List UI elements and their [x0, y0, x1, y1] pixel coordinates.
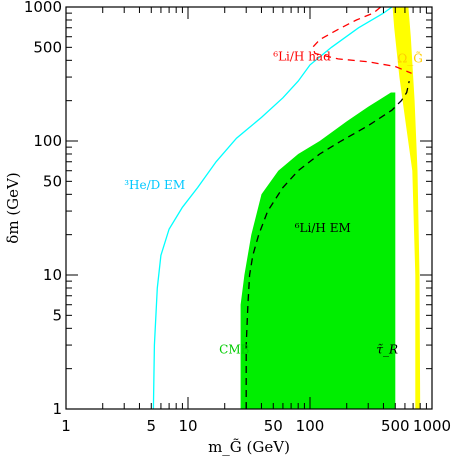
y-tick-label: 1	[52, 400, 62, 418]
plot-frame	[65, 6, 433, 410]
annotation-he-d: ³He/D EM	[124, 178, 185, 192]
y-tick-label: 50	[43, 172, 62, 190]
y-tick-label: 500	[33, 38, 62, 56]
y-tick-label: 100	[33, 132, 62, 150]
y-tick-label: 10	[43, 266, 62, 284]
x-tick-label: 1	[61, 417, 71, 435]
annotation-tau: τ̃_R	[376, 342, 398, 356]
x-tick-label: 500	[381, 417, 410, 435]
annotations-layer: ⁶Li/H had ³He/D EM ⁶Li/H EM CMB Ω_G̃ τ̃_R	[124, 49, 423, 356]
x-tick-label: 5	[147, 417, 157, 435]
x-axis-label: m_G̃ (GeV)	[208, 438, 290, 456]
curve-li-h-em	[245, 80, 410, 409]
curves-layer	[152, 6, 412, 410]
y-tick-label: 1000	[24, 0, 62, 16]
x-tick-label: 50	[264, 417, 283, 435]
x-tick-label: 1000	[413, 417, 451, 435]
curve-li-h-had	[311, 6, 412, 74]
annotation-omega: Ω_G̃	[397, 50, 423, 65]
annotation-li-em: ⁶Li/H EM	[295, 221, 351, 235]
region-cmb	[240, 92, 396, 409]
x-tick-label: 100	[296, 417, 325, 435]
curve-he-d-em	[152, 6, 393, 410]
annotation-li-had: ⁶Li/H had	[273, 49, 331, 63]
x-tick-label: 10	[178, 417, 197, 435]
ticks-layer	[65, 6, 433, 410]
y-axis-label: δm (GeV)	[4, 172, 22, 243]
regions-layer	[240, 7, 421, 409]
y-tick-label: 5	[52, 306, 62, 324]
annotation-cmb: CMB	[219, 342, 249, 356]
region-omega	[392, 7, 421, 409]
